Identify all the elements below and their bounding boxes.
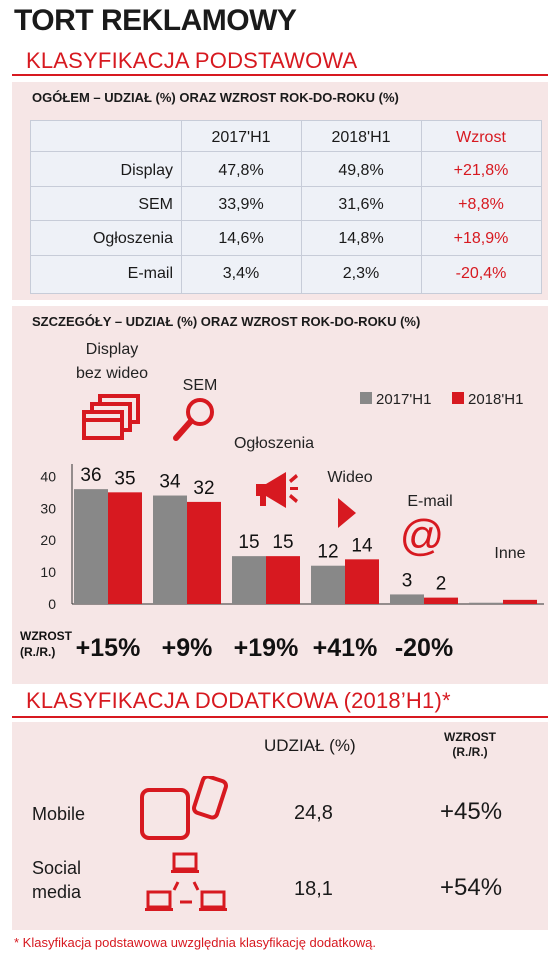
bar-2018: [266, 556, 300, 604]
display-windows-icon: [82, 394, 140, 440]
row-label: Social media: [32, 858, 82, 902]
overall-panel: OGÓŁEM – UDZIAŁ (%) ORAZ WZROST ROK-DO-R…: [12, 82, 548, 300]
share-table: 2017'H1 2018'H1 Wzrost Display 47,8% 49,…: [30, 120, 542, 294]
category-label: bez wideo: [76, 365, 148, 382]
bar-value-label: 12: [317, 542, 338, 563]
growth-value: +9%: [162, 634, 213, 662]
legend-label: 2018'H1: [468, 391, 523, 408]
bar-value-label: 3: [402, 570, 413, 591]
category-label: Inne: [494, 545, 525, 562]
growth-value: -20%: [395, 634, 453, 662]
section-title-basic: KLASYFIKACJA PODSTAWOWA: [26, 48, 358, 73]
page-title: TORT REKLAMOWY: [14, 4, 297, 37]
row-value-2017: 3,4%: [222, 264, 260, 282]
share-column-header: UDZIAŁ (%): [264, 736, 356, 755]
bar-2017: [390, 594, 424, 604]
bar-value-label: 36: [80, 465, 101, 486]
bar-value-label: 34: [159, 472, 181, 493]
row-value-2017: 33,9%: [218, 195, 264, 213]
bar-value-label: 35: [114, 468, 135, 489]
row-label: SEM: [138, 195, 173, 213]
category-label: Wideo: [327, 469, 372, 486]
play-icon: [338, 498, 356, 528]
row-growth: -20,4%: [455, 264, 507, 282]
bar-2018: [108, 492, 142, 604]
legend-swatch: [452, 392, 464, 404]
bar-2018: [187, 501, 221, 604]
bar-value-label: 15: [238, 532, 259, 553]
section-title-additional: KLASYFIKACJA DODATKOWA (2018’H1)*: [26, 688, 451, 713]
row-label: Ogłoszenia: [92, 229, 173, 247]
bar-value-label: 2: [436, 574, 447, 595]
category-label: Ogłoszenia: [234, 435, 314, 452]
mobile-devices-icon: [140, 776, 228, 840]
social-network-icon: [145, 852, 227, 911]
row-value-2018: 14,8%: [338, 229, 384, 247]
y-tick-label: 0: [48, 596, 56, 612]
category-label: E-mail: [407, 493, 452, 510]
growth-value: +19%: [234, 634, 299, 662]
row-growth: +18,9%: [453, 229, 509, 247]
header-2018: 2018'H1: [331, 128, 391, 146]
bar-value-label: 32: [193, 478, 214, 499]
bar-value-label: 14: [351, 535, 373, 556]
row-growth: +45%: [440, 798, 503, 825]
growth-value: +41%: [313, 634, 378, 662]
y-tick-label: 40: [40, 468, 56, 484]
row-share: 18,1: [294, 878, 333, 900]
bar-2017: [311, 565, 345, 604]
growth-row-label: (R./R.): [20, 645, 55, 659]
category-label: SEM: [183, 377, 218, 394]
chart-title: SZCZEGÓŁY – UDZIAŁ (%) ORAZ WZROST ROK-D…: [32, 314, 421, 329]
row-share: 24,8: [294, 802, 333, 824]
row-growth: +21,8%: [453, 161, 509, 179]
legend-swatch: [360, 392, 372, 404]
growth-row-label: WZROST: [20, 629, 73, 643]
at-icon: @: [400, 511, 445, 560]
additional-panel: UDZIAŁ (%) WZROST (R./R.) Mobile 24,8 +4…: [12, 722, 548, 930]
row-value-2017: 14,6%: [218, 229, 264, 247]
row-value-2018: 49,8%: [338, 161, 384, 179]
row-label: Mobile: [32, 804, 86, 824]
y-tick-label: 20: [40, 532, 56, 548]
row-value-2018: 2,3%: [342, 264, 380, 282]
growth-column-header: WZROST (R./R.): [444, 730, 496, 759]
y-tick-label: 10: [40, 564, 56, 580]
bar-value-label: 15: [272, 532, 293, 553]
row-growth: +8,8%: [458, 195, 504, 213]
header-growth: Wzrost: [456, 128, 506, 146]
bar-2018: [345, 559, 379, 604]
category-label: Display: [86, 341, 138, 358]
bar-2018: [503, 599, 537, 604]
header-2017: 2017'H1: [211, 128, 271, 146]
section-divider: [12, 716, 548, 718]
row-value-2017: 47,8%: [218, 161, 264, 179]
bar-2018: [424, 597, 458, 604]
section-divider: [12, 74, 548, 76]
y-tick-label: 30: [40, 500, 56, 516]
footnote: * Klasyfikacja podstawowa uwzględnia kla…: [14, 935, 377, 950]
row-label: Display: [120, 161, 173, 179]
legend-label: 2017'H1: [376, 391, 431, 408]
growth-value: +15%: [76, 634, 141, 662]
details-panel: SZCZEGÓŁY – UDZIAŁ (%) ORAZ WZROST ROK-D…: [12, 306, 548, 684]
row-growth: +54%: [440, 874, 503, 901]
bar-2017: [469, 602, 503, 604]
magnifier-icon: [173, 398, 214, 441]
bar-2017: [74, 489, 108, 604]
row-label: E-mail: [127, 264, 173, 282]
megaphone-icon: [256, 472, 298, 508]
bar-2017: [232, 556, 266, 604]
row-value-2018: 31,6%: [338, 195, 384, 213]
table-title: OGÓŁEM – UDZIAŁ (%) ORAZ WZROST ROK-DO-R…: [32, 90, 399, 105]
bar-2017: [153, 495, 187, 604]
